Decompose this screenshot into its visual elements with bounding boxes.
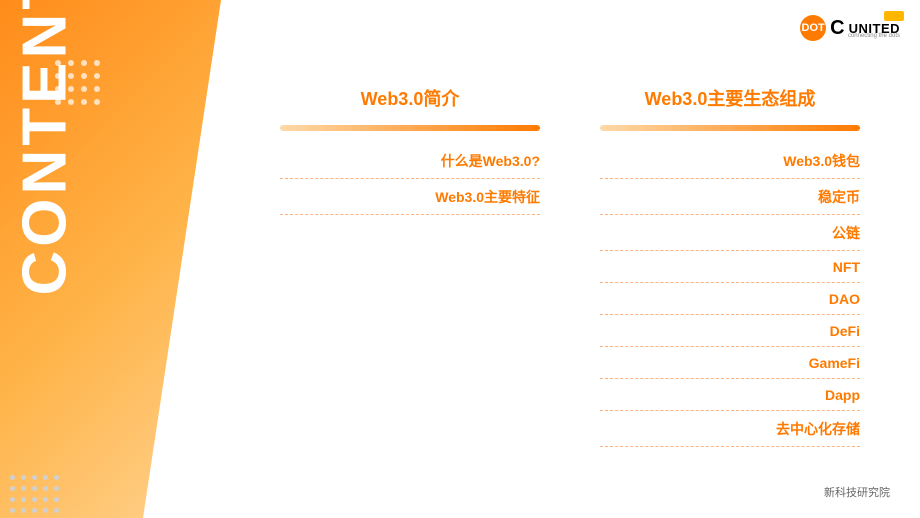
toc-item: Web3.0主要特征 bbox=[280, 179, 540, 215]
toc-item: DeFi bbox=[600, 315, 860, 347]
toc-item: Dapp bbox=[600, 379, 860, 411]
toc-label: Web3.0钱包 bbox=[600, 151, 860, 171]
column-header: Web3.0简介 bbox=[280, 85, 540, 125]
toc-item: 公链 bbox=[600, 215, 860, 251]
footer-text: 新科技研究院 bbox=[824, 484, 890, 500]
toc-label: NFT bbox=[600, 259, 860, 275]
toc-label: 稳定币 bbox=[600, 187, 860, 207]
toc-item: NFT bbox=[600, 251, 860, 283]
toc-label: Dapp bbox=[600, 387, 860, 403]
toc-item: 什么是Web3.0? bbox=[280, 143, 540, 179]
column-underline bbox=[600, 125, 860, 131]
column-underline bbox=[280, 125, 540, 131]
toc-item: GameFi bbox=[600, 347, 860, 379]
logo-c: C bbox=[830, 17, 844, 40]
column-header: Web3.0主要生态组成 bbox=[600, 85, 860, 125]
column-intro: Web3.0简介 什么是Web3.0? Web3.0主要特征 bbox=[280, 85, 540, 447]
toc-item: Web3.0钱包 bbox=[600, 143, 860, 179]
contents-title: CONTENTS bbox=[10, 0, 81, 296]
toc-item: DAO bbox=[600, 283, 860, 315]
toc-label: 什么是Web3.0? bbox=[280, 151, 540, 171]
toc-label: DAO bbox=[600, 291, 860, 307]
logo-subtitle: connecting the dots bbox=[848, 33, 900, 39]
toc-label: Web3.0主要特征 bbox=[280, 187, 540, 207]
toc-label: GameFi bbox=[600, 355, 860, 371]
logo-badge bbox=[884, 11, 904, 21]
column-ecosystem: Web3.0主要生态组成 Web3.0钱包 稳定币 公链 NFT DAO DeF… bbox=[600, 85, 860, 447]
toc-label: DeFi bbox=[600, 323, 860, 339]
logo-dot-icon: DOT bbox=[800, 15, 826, 41]
toc-label: 公链 bbox=[600, 223, 860, 243]
toc-item: 去中心化存储 bbox=[600, 411, 860, 447]
contents-columns: Web3.0简介 什么是Web3.0? Web3.0主要特征 Web3.0主要生… bbox=[280, 85, 860, 447]
brand-logo: DOT C UNITED connecting the dots bbox=[800, 15, 900, 41]
decorative-dots-bottom bbox=[10, 475, 59, 513]
toc-label: 去中心化存储 bbox=[600, 419, 860, 439]
toc-item: 稳定币 bbox=[600, 179, 860, 215]
